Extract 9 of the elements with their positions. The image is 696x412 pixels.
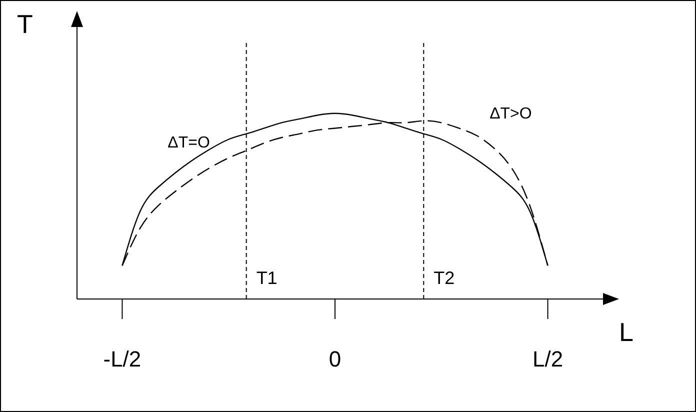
y-axis-title: T (17, 9, 33, 39)
series-label: ΔT=O (168, 134, 210, 152)
x-tick-label: -L/2 (103, 346, 142, 372)
annotation: T1 (256, 268, 278, 288)
series-label: ΔT>O (490, 106, 532, 123)
annotation: T2 (434, 268, 455, 288)
x-axis-title: L (619, 317, 634, 347)
x-tick-label: L/2 (532, 346, 564, 372)
x-tick-label: 0 (328, 346, 342, 372)
